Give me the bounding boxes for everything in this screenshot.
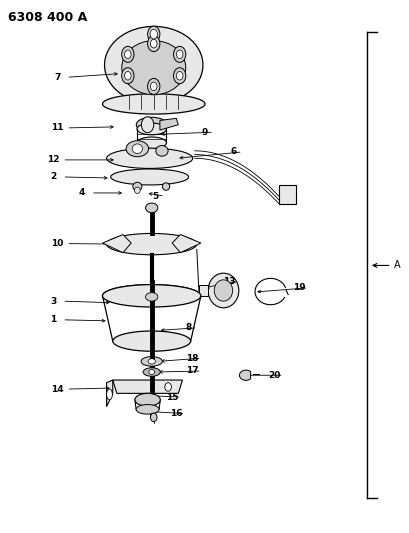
Text: 20: 20 <box>268 371 280 379</box>
Text: 10: 10 <box>51 239 63 248</box>
Ellipse shape <box>150 413 157 422</box>
Ellipse shape <box>162 183 169 190</box>
Ellipse shape <box>141 117 153 133</box>
Ellipse shape <box>176 71 182 80</box>
Ellipse shape <box>147 26 160 42</box>
Text: 12: 12 <box>47 156 59 164</box>
Ellipse shape <box>110 169 188 185</box>
Ellipse shape <box>176 50 182 59</box>
Text: 4: 4 <box>79 189 85 197</box>
Ellipse shape <box>137 123 166 135</box>
Ellipse shape <box>112 331 190 351</box>
Ellipse shape <box>106 233 196 255</box>
Text: 7: 7 <box>54 73 61 82</box>
Text: 18: 18 <box>186 354 198 362</box>
Ellipse shape <box>148 359 155 364</box>
Text: 13: 13 <box>223 277 235 286</box>
Text: 16: 16 <box>170 409 182 418</box>
Ellipse shape <box>173 46 185 62</box>
Ellipse shape <box>150 39 157 48</box>
Ellipse shape <box>173 68 185 84</box>
Text: 2: 2 <box>50 173 56 181</box>
Ellipse shape <box>214 280 232 301</box>
Text: 15: 15 <box>166 393 178 401</box>
Ellipse shape <box>134 187 140 193</box>
Ellipse shape <box>136 405 159 414</box>
Ellipse shape <box>137 137 166 149</box>
Ellipse shape <box>141 357 162 366</box>
Ellipse shape <box>155 146 168 156</box>
Ellipse shape <box>104 27 202 103</box>
Text: 5: 5 <box>152 192 159 200</box>
Ellipse shape <box>134 297 169 308</box>
Text: A: A <box>393 261 399 270</box>
Ellipse shape <box>150 29 157 39</box>
Polygon shape <box>239 370 250 381</box>
Ellipse shape <box>102 285 200 307</box>
Text: 17: 17 <box>186 367 198 375</box>
Ellipse shape <box>102 285 200 307</box>
Ellipse shape <box>145 203 157 213</box>
Polygon shape <box>172 235 200 253</box>
Text: 19: 19 <box>292 284 305 292</box>
Polygon shape <box>112 380 182 393</box>
Polygon shape <box>198 285 207 296</box>
Polygon shape <box>160 118 178 130</box>
Ellipse shape <box>140 300 163 305</box>
Text: 3: 3 <box>50 297 56 305</box>
Text: 14: 14 <box>51 385 63 393</box>
Ellipse shape <box>147 78 160 94</box>
Ellipse shape <box>121 68 134 84</box>
Ellipse shape <box>102 94 204 114</box>
Ellipse shape <box>121 46 134 62</box>
Ellipse shape <box>132 144 142 154</box>
Ellipse shape <box>126 141 148 157</box>
Ellipse shape <box>208 273 238 308</box>
Ellipse shape <box>145 293 157 301</box>
Ellipse shape <box>124 71 131 80</box>
Ellipse shape <box>136 117 167 132</box>
Text: 9: 9 <box>201 128 208 136</box>
Text: 6308 400 A: 6308 400 A <box>8 11 87 23</box>
Ellipse shape <box>121 41 185 95</box>
Polygon shape <box>102 235 131 253</box>
Ellipse shape <box>143 368 160 376</box>
Ellipse shape <box>133 182 142 191</box>
Text: 1: 1 <box>50 316 56 324</box>
Text: 8: 8 <box>185 324 191 332</box>
Ellipse shape <box>150 82 157 91</box>
Ellipse shape <box>106 148 192 168</box>
Polygon shape <box>102 296 200 341</box>
Ellipse shape <box>147 36 160 52</box>
Ellipse shape <box>164 383 171 391</box>
Text: 11: 11 <box>51 124 63 132</box>
Ellipse shape <box>148 370 154 374</box>
Bar <box>278 185 295 204</box>
Ellipse shape <box>124 50 131 59</box>
Polygon shape <box>106 380 112 407</box>
Text: 6: 6 <box>230 148 236 156</box>
Ellipse shape <box>106 389 112 400</box>
Ellipse shape <box>135 393 160 406</box>
